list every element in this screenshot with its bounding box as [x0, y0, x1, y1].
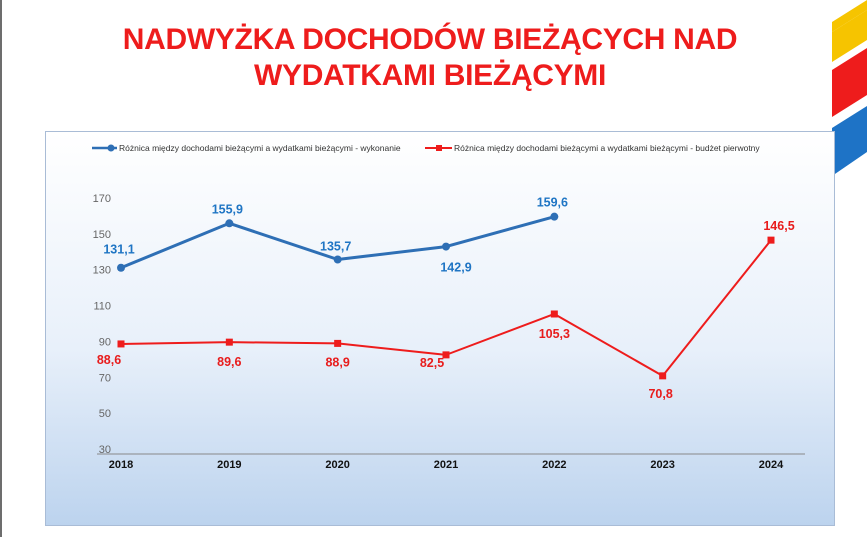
y-tick-label-50: 50: [99, 408, 111, 420]
series-layer: 131,1 155,9 135,7 142,9 159,6 88,6 89,6 88,9 82,…: [97, 196, 795, 401]
data-point-0-2020: [333, 255, 342, 264]
data-point-1-2022: [550, 310, 558, 318]
data-point-0-2018: [117, 263, 125, 272]
y-tick-label-130: 130: [93, 265, 111, 277]
legend-item-wykonanie: Różnica między dochodami bieżącymi a wyd…: [92, 143, 401, 153]
page-title-line-1: NADWYŻKA DOCHODÓW BIEŻĄCYCH NAD: [122, 23, 738, 56]
x-tick-label-2024: 2024: [759, 459, 784, 471]
data-label-1-2019: 89,6: [217, 355, 241, 369]
line-chart: Różnica między dochodami bieżącymi a wyd…: [45, 131, 835, 526]
data-label-1-2022: 105,3: [539, 327, 570, 341]
y-tick-label-110: 110: [93, 301, 111, 313]
legend-marker-wykonanie: [107, 144, 115, 152]
series-wykonanie: 131,1 155,9 135,7 142,9 159,6: [103, 196, 568, 275]
data-label-1-2020: 88,9: [325, 355, 349, 369]
x-axis: 2018 2019 2020 2021 2022 2023 2024: [97, 453, 805, 471]
y-tick-label-150: 150: [93, 229, 111, 241]
data-point-1-2019: [225, 338, 233, 346]
data-point-0-2019: [225, 219, 234, 228]
legend-marker-budzet: [436, 145, 442, 151]
x-tick-label-2019: 2019: [217, 459, 241, 471]
data-point-0-2022: [550, 212, 559, 221]
legend-label-wykonanie: Różnica między dochodami bieżącymi a wyd…: [119, 143, 401, 153]
x-tick-label-2018: 2018: [109, 459, 133, 471]
data-label-0-2019: 155,9: [212, 202, 243, 216]
data-point-1-2018: [117, 340, 125, 348]
corner-stripe-yellow: [832, 0, 867, 32]
series-budzet-pierwotny: 88,6 89,6 88,9 82,5 105,3 70,8 146,5: [97, 219, 795, 401]
data-label-0-2018: 131,1: [103, 243, 134, 257]
data-label-1-2021: 82,5: [420, 356, 444, 370]
data-label-0-2020: 135,7: [320, 239, 351, 253]
chart-legend: Różnica między dochodami bieżącymi a wyd…: [92, 143, 760, 153]
x-tick-label-2021: 2021: [434, 459, 458, 471]
corner-stripe-blue: [832, 106, 867, 176]
y-tick-label-170: 170: [93, 193, 111, 205]
y-tick-label-90: 90: [99, 336, 111, 348]
corner-stripes-logo: [832, 0, 867, 176]
y-tick-label-70: 70: [99, 372, 111, 384]
corner-stripe-red: [832, 48, 867, 117]
corner-stripe-yellow-2: [832, 10, 867, 62]
data-point-0-2021: [442, 242, 450, 251]
x-tick-label-2020: 2020: [325, 459, 349, 471]
legend-item-budzet: Różnica między dochodami bieżącymi a wyd…: [425, 143, 760, 153]
data-label-1-2023: 70,8: [648, 387, 672, 401]
data-label-0-2021: 142,9: [440, 261, 471, 275]
x-tick-label-2022: 2022: [542, 459, 566, 471]
page-title-line-2: WYDATKAMI BIEŻĄCYMI: [253, 59, 607, 92]
y-tick-label-30: 30: [99, 444, 111, 456]
chart-background: [45, 131, 835, 526]
y-axis: 30 50 70 90 110 130 150 170: [93, 193, 111, 456]
data-label-0-2022: 159,6: [537, 196, 568, 210]
data-label-1-2024: 146,5: [763, 219, 794, 233]
data-point-1-2024: [767, 236, 775, 244]
data-point-1-2020: [334, 339, 342, 347]
legend-label-budzet: Różnica między dochodami bieżącymi a wyd…: [454, 143, 760, 153]
data-label-1-2018: 88,6: [97, 353, 121, 367]
left-edge-rule: [0, 0, 2, 537]
data-point-1-2021: [442, 351, 450, 359]
x-tick-label-2023: 2023: [650, 459, 674, 471]
data-point-1-2023: [659, 372, 667, 380]
